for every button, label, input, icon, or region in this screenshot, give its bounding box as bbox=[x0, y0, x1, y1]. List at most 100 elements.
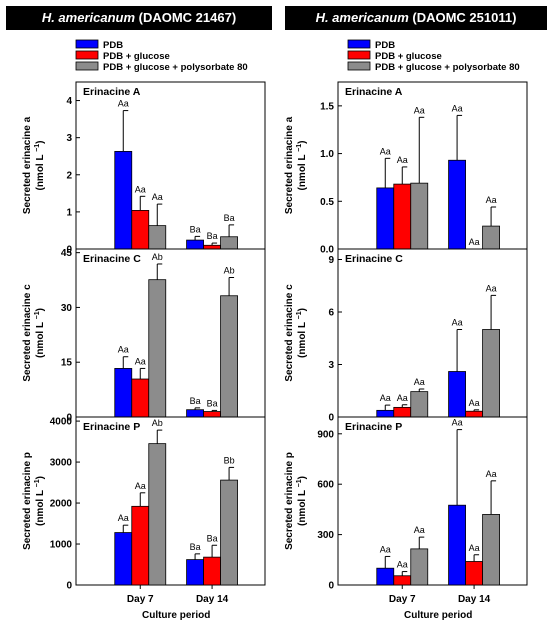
y-axis-unit: (nmol L −1) bbox=[34, 476, 46, 526]
y-axis-label: Secreted erinacine p bbox=[284, 452, 295, 550]
bar bbox=[410, 391, 429, 418]
y-axis-unit-sup: −1 bbox=[34, 479, 41, 487]
significance-label: Ab bbox=[224, 265, 235, 275]
panel-species-right: H. americanum bbox=[315, 10, 409, 25]
significance-label: Ba bbox=[190, 224, 201, 234]
y-axis-label: Secreted erinacine p bbox=[22, 452, 33, 550]
y-tick-label: 2000 bbox=[50, 499, 73, 510]
significance-label: Aa bbox=[452, 318, 463, 328]
significance-label: Aa bbox=[469, 237, 480, 247]
y-axis-unit: (nmol L −1) bbox=[296, 476, 308, 526]
y-axis-label: Secreted erinacine a bbox=[284, 116, 295, 214]
y-tick-label: 600 bbox=[317, 480, 334, 491]
bar bbox=[448, 371, 466, 418]
legend-label: PDB bbox=[103, 40, 123, 51]
plot-frame bbox=[337, 416, 528, 586]
y-axis-unit-sup: −1 bbox=[296, 144, 303, 152]
legend-swatch bbox=[75, 61, 99, 71]
legend-label: PDB + glucose bbox=[375, 51, 442, 62]
bar bbox=[131, 210, 150, 250]
significance-label: Aa bbox=[397, 393, 408, 403]
plot-frame bbox=[75, 81, 266, 250]
panel-title: Erinacine P bbox=[83, 421, 140, 433]
y-axis-unit-end: ) bbox=[297, 308, 308, 311]
bar bbox=[203, 556, 221, 586]
significance-label: Ba bbox=[207, 533, 218, 543]
y-tick-label: 0 bbox=[66, 413, 72, 424]
y-tick-label: 1.5 bbox=[320, 101, 334, 112]
y-axis-label: Secreted erinacine c bbox=[22, 284, 33, 382]
y-axis-unit: (nmol L −1) bbox=[34, 140, 46, 190]
y-axis-label: Secreted erinacine a bbox=[22, 116, 33, 214]
significance-label: Aa bbox=[380, 146, 391, 156]
x-axis-label: Culture period bbox=[142, 610, 210, 621]
bar bbox=[131, 505, 150, 586]
y-tick-label: 15 bbox=[61, 358, 73, 369]
y-tick-label: 0 bbox=[66, 581, 72, 592]
bar bbox=[114, 532, 133, 586]
bar bbox=[448, 159, 466, 250]
significance-label: Aa bbox=[118, 513, 129, 523]
bar bbox=[448, 504, 466, 586]
bar bbox=[220, 295, 238, 418]
bar bbox=[376, 567, 395, 586]
bar bbox=[376, 187, 395, 250]
bar bbox=[482, 225, 500, 250]
x-tick-label: Day 14 bbox=[196, 594, 229, 605]
bar bbox=[220, 236, 238, 250]
significance-label: Bb bbox=[224, 455, 235, 465]
y-tick-label: 4 bbox=[66, 96, 72, 107]
panel-header-left: H. americanum (DAOMC 21467) bbox=[6, 6, 272, 30]
y-tick-label: 300 bbox=[317, 530, 334, 541]
y-tick-label: 0 bbox=[66, 245, 72, 256]
y-axis-label: Secreted erinacine c bbox=[284, 284, 295, 382]
significance-label: Aa bbox=[152, 192, 163, 202]
bar bbox=[482, 329, 500, 418]
y-axis-unit-sup: −1 bbox=[296, 479, 303, 487]
y-axis-unit-end: ) bbox=[297, 140, 308, 143]
plot-frame bbox=[337, 81, 528, 250]
y-axis-unit-sup: −1 bbox=[296, 311, 303, 319]
panel-strain-right: (DAOMC 251011) bbox=[412, 10, 517, 25]
bar bbox=[465, 410, 483, 418]
bar bbox=[131, 378, 150, 418]
plot-frame bbox=[75, 416, 266, 586]
significance-label: Aa bbox=[135, 481, 146, 491]
bar bbox=[376, 409, 395, 418]
significance-label: Aa bbox=[414, 377, 425, 387]
legend-label: PDB + glucose + polysorbate 80 bbox=[103, 62, 248, 73]
legend-label: PDB bbox=[375, 40, 395, 51]
x-tick-label: Day 7 bbox=[389, 594, 416, 605]
bar bbox=[393, 575, 412, 586]
y-tick-label: 1 bbox=[66, 207, 72, 218]
y-tick-label: 1.0 bbox=[320, 149, 334, 160]
legend-swatch bbox=[347, 39, 371, 49]
panel-title: Erinacine A bbox=[345, 86, 403, 98]
significance-label: Aa bbox=[397, 560, 408, 570]
significance-label: Ba bbox=[207, 231, 218, 241]
bar bbox=[148, 443, 167, 586]
legend-swatch bbox=[347, 61, 371, 71]
significance-label: Aa bbox=[486, 283, 497, 293]
significance-label: Aa bbox=[486, 469, 497, 479]
y-axis-unit-sup: −1 bbox=[34, 311, 41, 319]
panel-species-left: H. americanum bbox=[41, 10, 136, 25]
y-tick-label: 0.5 bbox=[320, 197, 334, 208]
bar bbox=[148, 279, 167, 418]
bar bbox=[393, 183, 412, 250]
y-axis-unit-end: ) bbox=[35, 476, 46, 479]
bar bbox=[482, 514, 500, 586]
bar bbox=[203, 244, 221, 250]
y-tick-label: 4000 bbox=[50, 417, 73, 428]
x-axis-label: Culture period bbox=[404, 610, 472, 621]
bar bbox=[203, 411, 221, 418]
y-axis-unit: (nmol L −1) bbox=[296, 308, 308, 358]
significance-label: Ab bbox=[152, 252, 163, 262]
significance-label: Aa bbox=[118, 99, 129, 109]
y-tick-label: 0 bbox=[328, 581, 334, 592]
legend-swatch bbox=[75, 39, 99, 49]
significance-label: Ba bbox=[190, 396, 201, 406]
y-tick-label: 0 bbox=[328, 413, 334, 424]
significance-label: Aa bbox=[486, 195, 497, 205]
